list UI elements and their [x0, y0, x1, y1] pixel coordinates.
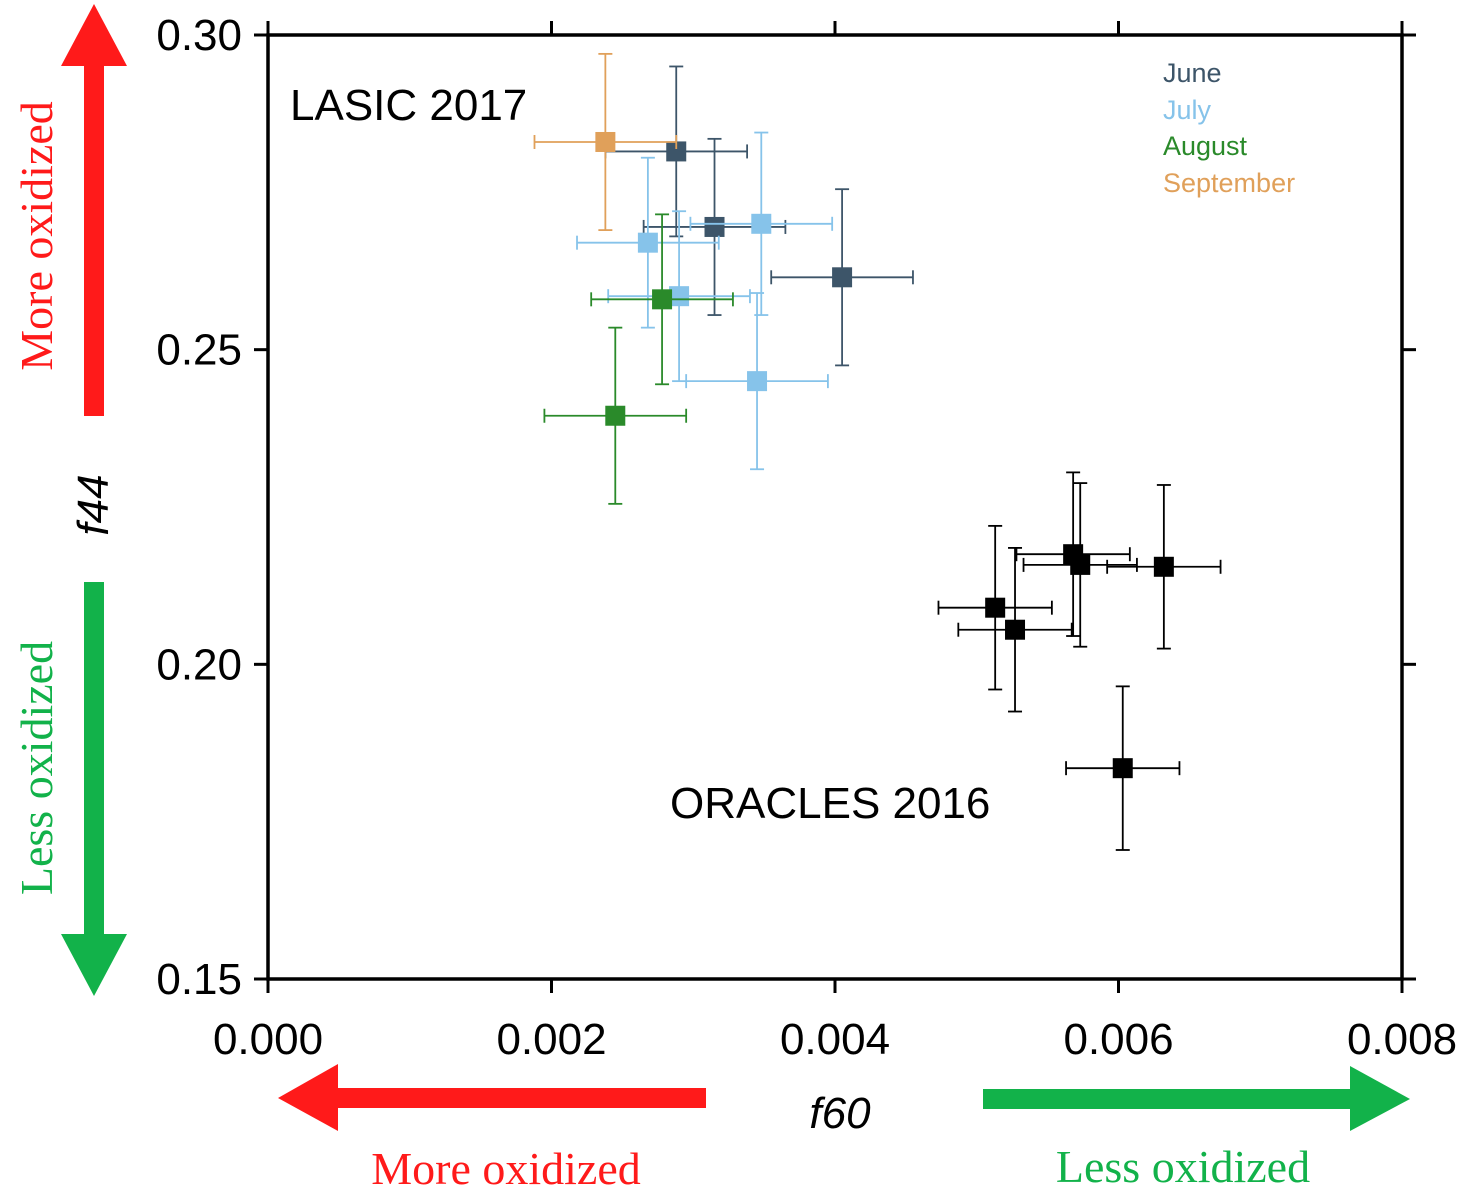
tick-labels: 0.000 0.002 0.004 0.006 0.008 0.15 0.20 0.25 0.3… — [156, 11, 1457, 1064]
x-tick-label-2: 0.004 — [780, 1015, 890, 1064]
legend-september: September — [1163, 168, 1295, 198]
data-point — [937, 524, 1053, 691]
label-less-oxidized-x: Less oxidized — [1056, 1141, 1310, 1192]
point-marker — [1005, 619, 1026, 640]
y-tick-label-2: 0.25 — [156, 326, 242, 375]
data-point — [1022, 482, 1138, 648]
point-marker — [605, 405, 626, 426]
y-tick-label-1: 0.20 — [156, 640, 242, 689]
legend-june: June — [1163, 58, 1222, 88]
arrow-more-oxidized-x — [278, 1064, 706, 1131]
legend-july: July — [1163, 95, 1212, 125]
group-label-lasic: LASIC 2017 — [290, 81, 527, 130]
x-axis-title: f60 — [809, 1089, 871, 1138]
series-september — [533, 52, 678, 231]
point-marker — [637, 232, 658, 253]
x-tick-label-3: 0.006 — [1063, 1015, 1173, 1064]
label-less-oxidized-y: Less oxidized — [11, 641, 62, 895]
series-oracles-2016 — [937, 471, 1222, 851]
data-point — [1106, 484, 1222, 650]
point-marker — [985, 597, 1006, 618]
x-tick-label-1: 0.002 — [496, 1015, 606, 1064]
series-june — [604, 65, 914, 367]
data-point — [607, 210, 751, 383]
data-point — [1015, 471, 1131, 637]
data-point — [685, 292, 829, 471]
point-marker — [704, 216, 725, 237]
data-point — [770, 188, 914, 367]
label-more-oxidized-y: More oxidized — [11, 101, 62, 371]
point-marker — [751, 213, 772, 234]
point-marker — [669, 286, 690, 307]
data-point — [689, 131, 834, 316]
arrow-less-oxidized-x — [983, 1066, 1410, 1131]
point-marker — [652, 289, 673, 310]
data-point — [533, 52, 678, 231]
data-point — [543, 326, 688, 505]
point-marker — [1112, 758, 1133, 779]
data-point — [576, 156, 720, 329]
legend: June July August September — [1163, 58, 1295, 198]
point-marker — [666, 141, 687, 162]
axis-ticks — [254, 21, 1416, 993]
group-label-oracles: ORACLES 2016 — [670, 779, 990, 828]
point-marker — [747, 371, 768, 392]
data-point — [590, 213, 734, 386]
label-more-oxidized-x: More oxidized — [371, 1143, 641, 1194]
x-tick-label-0: 0.000 — [213, 1015, 323, 1064]
legend-august: August — [1163, 131, 1248, 161]
arrow-less-oxidized-y — [61, 582, 127, 996]
y-axis-title: f44 — [69, 474, 118, 535]
x-tick-label-4: 0.008 — [1347, 1015, 1457, 1064]
data-point — [604, 65, 749, 238]
y-tick-label-3: 0.30 — [156, 11, 242, 60]
arrow-more-oxidized-y — [61, 4, 127, 416]
data-points — [533, 52, 1222, 851]
point-marker — [595, 131, 616, 152]
data-point — [957, 547, 1073, 713]
series-august — [543, 213, 734, 505]
series-july — [576, 131, 834, 471]
y-tick-label-0: 0.15 — [156, 955, 242, 1004]
point-marker — [1070, 554, 1091, 575]
point-marker — [1153, 556, 1174, 577]
point-marker — [832, 267, 853, 288]
data-point — [1065, 685, 1181, 851]
